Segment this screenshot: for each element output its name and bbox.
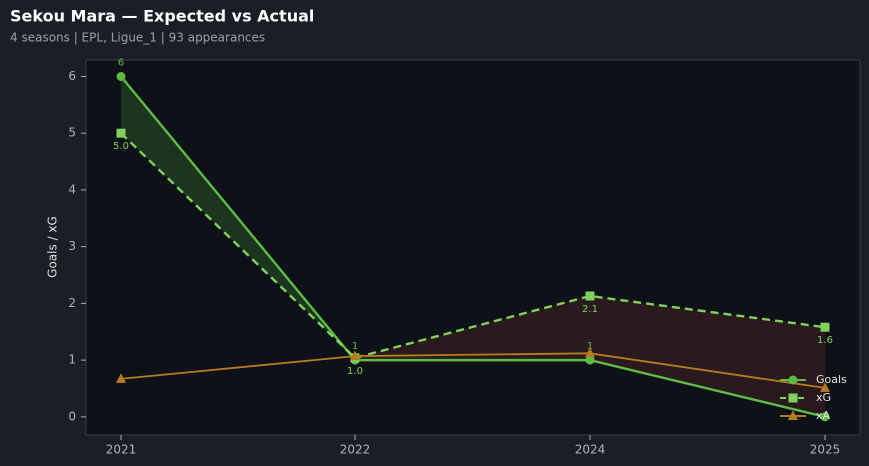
value-label: 5.0: [113, 141, 129, 152]
legend-marker: [788, 410, 798, 420]
value-label: 1.6: [817, 335, 833, 346]
y-tick-label: 2: [68, 296, 76, 310]
y-tick-label: 4: [68, 182, 76, 196]
point: [116, 71, 126, 81]
fill-between: [590, 296, 825, 417]
point: [585, 347, 595, 358]
legend-label: xG: [816, 391, 831, 404]
value-label: 6: [118, 57, 124, 68]
point: [350, 350, 360, 361]
value-label: 1.0: [347, 366, 363, 377]
point: [116, 373, 126, 383]
y-tick-label: 0: [68, 409, 76, 423]
legend-marker: [788, 375, 798, 385]
y-tick-label: 3: [68, 239, 76, 253]
value-label: 2.1: [582, 304, 598, 315]
y-tick-label: 1: [68, 353, 76, 367]
legend-label: xA: [816, 409, 831, 422]
chart-subtitle: 4 seasons | EPL, Ligue_1 | 93 appearance…: [10, 31, 265, 45]
legend-marker: [788, 393, 798, 403]
point: [820, 412, 830, 422]
point: [585, 291, 595, 301]
point: [820, 382, 830, 392]
point: [585, 355, 595, 365]
y-axis-label: Goals / xG: [46, 216, 60, 278]
value-label: 1: [587, 341, 593, 352]
value-label: 1: [352, 341, 358, 352]
x-tick-label: 2024: [575, 443, 606, 457]
y-tick-label: 6: [68, 69, 76, 83]
line: [120, 132, 826, 360]
point: [116, 128, 126, 138]
line: [120, 75, 826, 419]
point: [820, 322, 830, 332]
chart-title: Sekou Mara — Expected vs Actual: [10, 7, 314, 26]
line: [120, 352, 826, 389]
x-tick-label: 2022: [340, 443, 371, 457]
x-tick-label: 2025: [810, 443, 841, 457]
x-tick-label: 2021: [106, 443, 137, 457]
y-tick-label: 5: [68, 126, 76, 140]
legend-label: Goals: [816, 373, 847, 386]
